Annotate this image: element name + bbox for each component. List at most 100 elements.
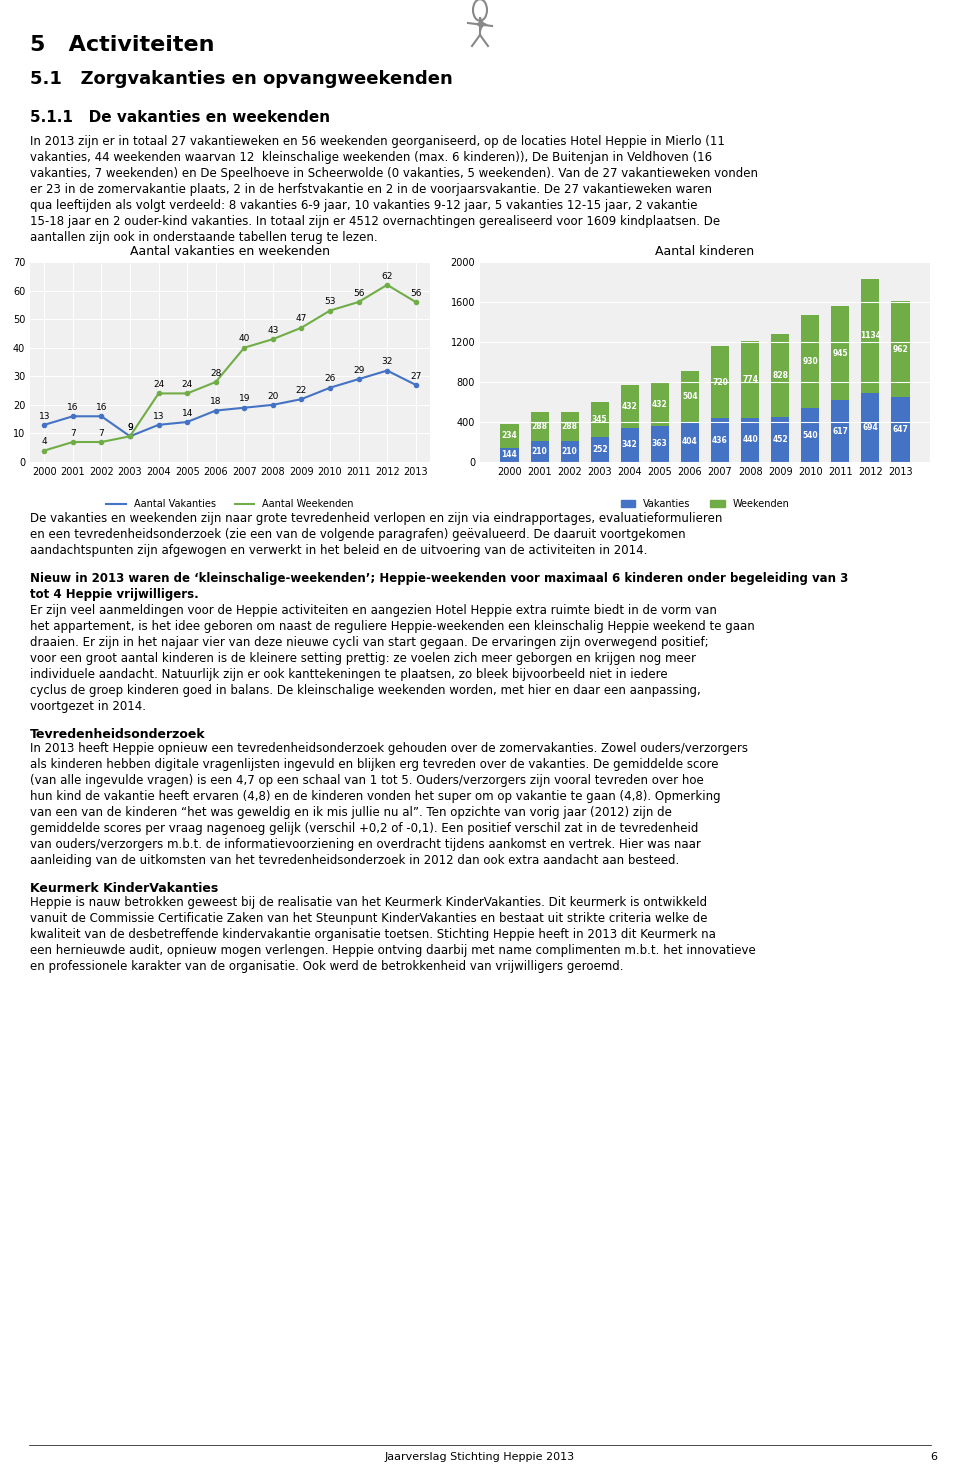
Text: 210: 210	[532, 447, 547, 456]
Bar	[621, 428, 638, 462]
Text: 16: 16	[96, 403, 108, 412]
Text: 432: 432	[622, 401, 637, 410]
Bar	[861, 279, 879, 392]
Text: 828: 828	[772, 370, 788, 379]
Text: 19: 19	[238, 394, 250, 403]
Text: 27: 27	[410, 372, 421, 381]
Title: Aantal vakanties en weekenden: Aantal vakanties en weekenden	[130, 245, 330, 259]
Text: (van alle ingevulde vragen) is een 4,7 op een schaal van 1 tot 5. Ouders/verzorg: (van alle ingevulde vragen) is een 4,7 o…	[30, 775, 704, 786]
Title: Aantal kinderen: Aantal kinderen	[656, 245, 755, 259]
Text: 15-18 jaar en 2 ouder-kind vakanties. In totaal zijn er 4512 overnachtingen gere: 15-18 jaar en 2 ouder-kind vakanties. In…	[30, 215, 720, 228]
Text: als kinderen hebben digitale vragenlijsten ingevuld en blijken erg tevreden over: als kinderen hebben digitale vragenlijst…	[30, 759, 718, 770]
Text: aantallen zijn ook in onderstaande tabellen terug te lezen.: aantallen zijn ook in onderstaande tabel…	[30, 231, 377, 244]
Text: qua leeftijden als volgt verdeeld: 8 vakanties 6-9 jaar, 10 vakanties 9-12 jaar,: qua leeftijden als volgt verdeeld: 8 vak…	[30, 198, 698, 212]
Bar	[741, 341, 759, 417]
Bar	[892, 397, 909, 462]
Text: 436: 436	[712, 435, 728, 445]
Bar	[831, 306, 850, 400]
Text: 432: 432	[652, 400, 668, 409]
Text: aanleiding van de uitkomsten van het tevredenheidsonderzoek in 2012 dan ook extr: aanleiding van de uitkomsten van het tev…	[30, 854, 680, 867]
Text: en een tevredenheidsonderzoek (zie een van de volgende paragrafen) geëvalueerd. : en een tevredenheidsonderzoek (zie een v…	[30, 528, 685, 541]
Text: en professionele karakter van de organisatie. Ook werd de betrokkenheid van vrij: en professionele karakter van de organis…	[30, 960, 623, 973]
Text: 24: 24	[181, 381, 193, 390]
Text: 452: 452	[773, 435, 788, 444]
Text: 288: 288	[532, 422, 547, 431]
Text: Keurmerk KinderVakanties: Keurmerk KinderVakanties	[30, 882, 218, 895]
Text: draaien. Er zijn in het najaar vier van deze nieuwe cycli van start gegaan. De e: draaien. Er zijn in het najaar vier van …	[30, 637, 708, 648]
Text: Tevredenheidsonderzoek: Tevredenheidsonderzoek	[30, 728, 205, 741]
Text: 440: 440	[742, 435, 758, 444]
Bar	[861, 392, 879, 462]
Text: cyclus de groep kinderen goed in balans. De kleinschalige weekenden worden, met : cyclus de groep kinderen goed in balans.…	[30, 684, 701, 697]
Text: 1134: 1134	[860, 331, 881, 341]
Bar	[590, 403, 609, 437]
Text: 26: 26	[324, 375, 336, 384]
Bar	[681, 372, 699, 422]
Text: 144: 144	[502, 450, 517, 459]
Text: 504: 504	[683, 392, 698, 401]
Text: 345: 345	[592, 415, 608, 423]
Legend: Vakanties, Weekenden: Vakanties, Weekenden	[617, 495, 793, 513]
Text: 617: 617	[832, 426, 849, 435]
Text: 6: 6	[930, 1452, 937, 1463]
Bar	[531, 412, 548, 441]
Bar	[802, 315, 819, 409]
Text: 14: 14	[181, 409, 193, 417]
Bar	[651, 382, 669, 426]
Text: 13: 13	[38, 412, 50, 420]
Text: 234: 234	[502, 431, 517, 441]
Bar	[651, 426, 669, 462]
Text: 53: 53	[324, 297, 336, 306]
Text: vanuit de Commissie Certificatie Zaken van het Steunpunt KinderVakanties en best: vanuit de Commissie Certificatie Zaken v…	[30, 911, 708, 925]
Text: 56: 56	[410, 288, 421, 298]
Text: 13: 13	[153, 412, 164, 420]
Text: 43: 43	[267, 326, 278, 335]
Text: 18: 18	[210, 397, 222, 406]
Text: In 2013 zijn er in totaal 27 vakantieweken en 56 weekenden georganiseerd, op de : In 2013 zijn er in totaal 27 vakantiewek…	[30, 135, 725, 148]
Bar	[500, 425, 518, 447]
Text: 720: 720	[712, 378, 728, 387]
Text: 5   Activiteiten: 5 Activiteiten	[30, 35, 214, 54]
Text: 7: 7	[70, 429, 76, 438]
Text: hun kind de vakantie heeft ervaren (4,8) en de kinderen vonden het super om op v: hun kind de vakantie heeft ervaren (4,8)…	[30, 789, 721, 803]
Text: van ouders/verzorgers m.b.t. de informatievoorziening en overdracht tijdens aank: van ouders/verzorgers m.b.t. de informat…	[30, 838, 701, 851]
Text: 5.1   Zorgvakanties en opvangweekenden: 5.1 Zorgvakanties en opvangweekenden	[30, 71, 453, 88]
Text: aandachtspunten zijn afgewogen en verwerkt in het beleid en de uitvoering van de: aandachtspunten zijn afgewogen en verwer…	[30, 544, 647, 557]
Text: vakanties, 44 weekenden waarvan 12  kleinschalige weekenden (max. 6 kinderen)), : vakanties, 44 weekenden waarvan 12 klein…	[30, 151, 712, 165]
Bar	[590, 437, 609, 462]
Bar	[711, 347, 729, 419]
Text: 20: 20	[267, 391, 278, 400]
Text: kwaliteit van de desbetreffende kindervakantie organisatie toetsen. Stichting He: kwaliteit van de desbetreffende kinderva…	[30, 928, 716, 941]
Text: een hernieuwde audit, opnieuw mogen verlengen. Heppie ontving daarbij met name c: een hernieuwde audit, opnieuw mogen verl…	[30, 944, 756, 957]
Text: het appartement, is het idee geboren om naast de reguliere Heppie-weekenden een : het appartement, is het idee geboren om …	[30, 620, 755, 634]
Text: 210: 210	[562, 447, 578, 456]
Text: 647: 647	[893, 425, 908, 434]
Text: tot 4 Heppie vrijwilligers.: tot 4 Heppie vrijwilligers.	[30, 588, 199, 601]
Text: 24: 24	[153, 381, 164, 390]
Text: 16: 16	[67, 403, 79, 412]
Text: ✦: ✦	[471, 15, 489, 34]
Text: 40: 40	[239, 335, 250, 344]
Bar	[561, 441, 579, 462]
Text: er 23 in de zomervakantie plaats, 2 in de herfstvakantie en 2 in de voorjaarsvak: er 23 in de zomervakantie plaats, 2 in d…	[30, 182, 712, 196]
Bar	[741, 417, 759, 462]
Text: gemiddelde scores per vraag nagenoeg gelijk (verschil +0,2 of -0,1). Een positie: gemiddelde scores per vraag nagenoeg gel…	[30, 822, 698, 835]
Text: Heppie is nauw betrokken geweest bij de realisatie van het Keurmerk KinderVakant: Heppie is nauw betrokken geweest bij de …	[30, 897, 708, 908]
Text: Nieuw in 2013 waren de ‘kleinschalige-weekenden’; Heppie-weekenden voor maximaal: Nieuw in 2013 waren de ‘kleinschalige-we…	[30, 572, 849, 585]
Text: 945: 945	[832, 348, 849, 357]
Text: 404: 404	[683, 437, 698, 447]
Text: 5.1.1   De vakanties en weekenden: 5.1.1 De vakanties en weekenden	[30, 110, 330, 125]
Text: In 2013 heeft Heppie opnieuw een tevredenheidsonderzoek gehouden over de zomerva: In 2013 heeft Heppie opnieuw een tevrede…	[30, 742, 748, 756]
Text: van een van de kinderen “het was geweldig en ik mis jullie nu al”. Ten opzichte : van een van de kinderen “het was geweldi…	[30, 806, 672, 819]
Bar	[561, 412, 579, 441]
Text: Jaarverslag Stichting Heppie 2013: Jaarverslag Stichting Heppie 2013	[385, 1452, 575, 1463]
Text: 29: 29	[353, 366, 364, 375]
Text: 962: 962	[893, 344, 908, 354]
Text: individuele aandacht. Natuurlijk zijn er ook kanttekeningen te plaatsen, zo blee: individuele aandacht. Natuurlijk zijn er…	[30, 667, 667, 681]
Text: voortgezet in 2014.: voortgezet in 2014.	[30, 700, 146, 713]
Bar	[500, 447, 518, 462]
Text: 7: 7	[99, 429, 105, 438]
Text: 540: 540	[803, 431, 818, 440]
Text: 363: 363	[652, 440, 668, 448]
Text: 32: 32	[381, 357, 393, 366]
